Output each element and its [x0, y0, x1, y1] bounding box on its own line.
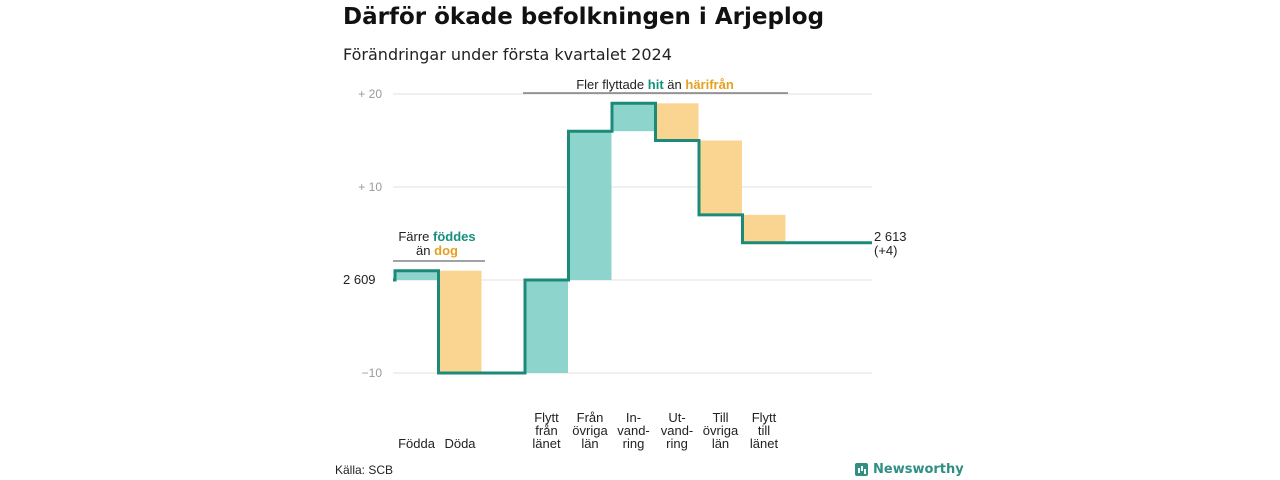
- end-value-label: 2 613: [874, 229, 907, 244]
- x-tick-label: Flytt från länet: [532, 410, 561, 451]
- x-tick-label: Döda: [444, 436, 476, 451]
- x-tick-label: Till övriga län: [703, 410, 739, 451]
- bar-flytt-från-länet: [525, 280, 568, 373]
- bar-till-övriga-län: [699, 140, 742, 215]
- y-tick-label: −10: [362, 366, 383, 380]
- x-tick-label: Födda: [398, 436, 436, 451]
- x-axis-labels: Födda Döda Flytt från länet Från övriga län In-v…: [398, 410, 778, 451]
- bar-från-övriga-län: [568, 131, 612, 280]
- annotation-text: än: [667, 77, 681, 92]
- bar-invandring: [612, 103, 655, 132]
- annotation-highlight-harifran: härifrån: [685, 77, 733, 92]
- y-tick-label: + 20: [358, 87, 382, 101]
- x-tick-label: Från övriga län: [572, 410, 608, 451]
- newsworthy-logo-icon: [855, 463, 868, 476]
- bar-döda: [438, 270, 482, 373]
- bars: [395, 103, 786, 373]
- annotation-highlight-hit: hit: [648, 77, 665, 92]
- running-total-path: [393, 101, 872, 375]
- chart-title: Därför ökade befolkningen i Arjeplog: [343, 4, 825, 30]
- annotation-births-deaths: Färre föddes än dog: [393, 229, 485, 262]
- annotation-migration: Fler flyttade hit än härifrån: [523, 77, 788, 94]
- annotation-highlight-births: föddes: [433, 229, 476, 244]
- end-change-label: (+4): [874, 243, 897, 258]
- y-tick-label: + 10: [358, 180, 382, 194]
- y-axis-ticks: + 20 + 10 −10: [358, 87, 382, 380]
- x-tick-label: Flytt till länet: [750, 410, 779, 451]
- bar-födda: [395, 270, 438, 280]
- x-tick-label: In-vand-ring: [617, 410, 650, 451]
- brand-logo: Newsworthy: [855, 462, 964, 477]
- running-total-line: [393, 101, 872, 375]
- chart-subtitle: Förändringar under första kvartalet 2024: [343, 45, 672, 64]
- source-note: Källa: SCB: [335, 463, 394, 477]
- annotation-text: Fler flyttade: [576, 77, 644, 92]
- svg-text:Färre föddes: Färre föddes: [398, 229, 475, 244]
- annotation-text: än: [416, 243, 430, 258]
- x-tick-label: Ut-vand-ring: [661, 410, 694, 451]
- svg-text:Fler flyttade hit: Fler flyttade hit än härifrån: [576, 77, 734, 92]
- brand-name: Newsworthy: [873, 462, 964, 477]
- svg-text:än dog: än dog: [416, 243, 458, 258]
- annotation-text: Färre: [398, 229, 429, 244]
- annotation-highlight-deaths: dog: [434, 243, 458, 258]
- bar-utvandring: [655, 103, 699, 141]
- bar-flytt-till-länet: [742, 214, 786, 243]
- start-value-label: 2 609: [343, 272, 376, 287]
